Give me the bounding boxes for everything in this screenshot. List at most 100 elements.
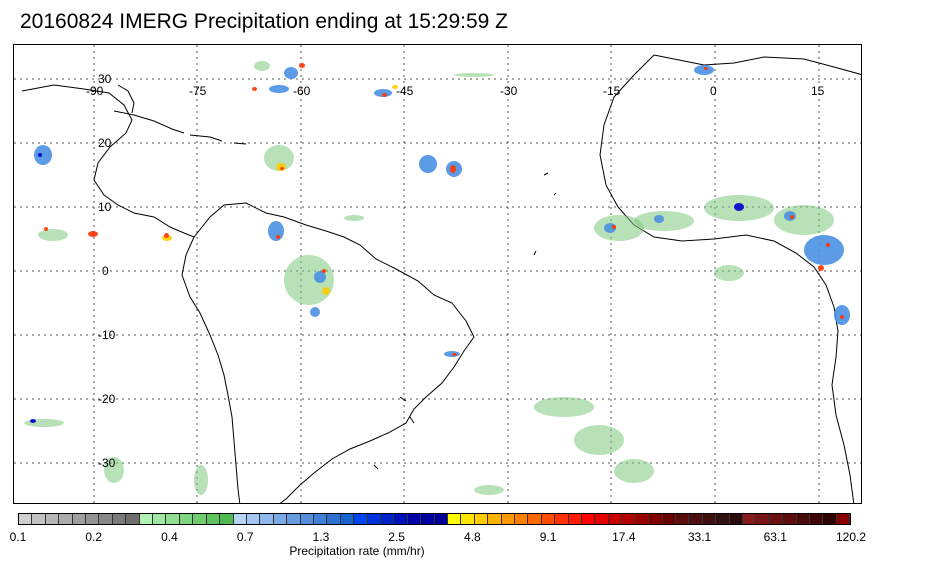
colorbar-swatch [515, 514, 529, 524]
precip-cell [322, 269, 326, 273]
precip-cell [269, 85, 289, 93]
colorbar-swatch [716, 514, 730, 524]
precip-cell [818, 265, 824, 271]
colorbar-swatch [407, 514, 422, 524]
precip-cell [450, 165, 456, 173]
precip-cell [276, 163, 286, 171]
colorbar-swatch [72, 514, 87, 524]
colorbar-swatch [662, 514, 676, 524]
map-title: 20160824 IMERG Precipitation ending at 1… [20, 10, 508, 33]
precip-cell [164, 233, 169, 238]
colorbar-swatch [126, 514, 140, 524]
precip-cell [790, 215, 794, 219]
colorbar-units-label: Precipitation rate (mm/hr) [289, 544, 425, 558]
colorbar-swatch [836, 514, 851, 524]
colorbar-swatch [796, 514, 810, 524]
colorbar-swatch [608, 514, 623, 524]
colorbar-swatch [233, 514, 247, 524]
colorbar-tick-label: 120.2 [835, 530, 867, 544]
coastline-puerto-rico [233, 142, 247, 145]
colorbar-swatch [166, 514, 180, 524]
colorbar-tick-label: 2.5 [388, 530, 405, 544]
lat-label: 30 [98, 72, 112, 86]
precip-cell [374, 89, 392, 97]
colorbar [18, 513, 851, 525]
coastline-islands [373, 172, 557, 470]
precip-cell [310, 307, 320, 317]
coastline-pacific-sa [181, 236, 241, 503]
colorbar-swatch [32, 514, 46, 524]
colorbar-swatch [99, 514, 113, 524]
colorbar-swatch [112, 514, 127, 524]
precipitation-map: -90 -75 -60 -45 -30 -15 0 15 30 20 10 0 … [13, 44, 862, 504]
coastline-cuba [113, 110, 185, 134]
precip-cell [694, 65, 714, 75]
coastline-hispaniola [189, 134, 223, 142]
coastline-florida [117, 84, 135, 114]
precip-cell [574, 425, 624, 455]
lon-label: -75 [189, 84, 207, 98]
colorbar-swatch [354, 514, 368, 524]
precip-cell [284, 255, 334, 305]
precip-cell [804, 235, 844, 265]
colorbar-swatch [220, 514, 234, 524]
colorbar-tick-label: 63.1 [763, 530, 787, 544]
lat-label: 0 [102, 264, 109, 278]
lat-label: -10 [98, 328, 116, 342]
precipitation-cells [24, 61, 850, 495]
colorbar-swatch [287, 514, 301, 524]
colorbar-swatch [139, 514, 154, 524]
lon-label: -90 [86, 84, 104, 98]
colorbar-swatch [474, 514, 489, 524]
precip-cell [44, 227, 48, 231]
colorbar-swatch [501, 514, 516, 524]
colorbar-swatch [193, 514, 207, 524]
colorbar-swatch [582, 514, 596, 524]
coastlines [21, 54, 861, 503]
precip-cell [252, 87, 257, 91]
colorbar-tick-label: 0.7 [236, 530, 254, 544]
colorbar-swatch [394, 514, 408, 524]
colorbar-swatch [300, 514, 314, 524]
colorbar-swatch [380, 514, 395, 524]
precip-cell [254, 61, 270, 71]
precip-cell [419, 155, 437, 173]
precip-cell [264, 145, 294, 171]
colorbar-swatch [675, 514, 690, 524]
colorbar-swatch [689, 514, 703, 524]
colorbar-swatch [783, 514, 797, 524]
lon-label: 15 [811, 84, 825, 98]
colorbar-swatch [702, 514, 717, 524]
colorbar-tick-label: 9.1 [539, 530, 557, 544]
colorbar-swatch [809, 514, 824, 524]
precip-cell [30, 419, 36, 423]
latitude-labels: 30 20 10 0 -10 -20 -30 [98, 72, 116, 470]
precip-cell [454, 73, 494, 77]
precip-cell [614, 459, 654, 483]
precip-cell [314, 271, 326, 283]
lon-label: -30 [500, 84, 518, 98]
precip-cell [382, 93, 387, 97]
colorbar-swatch [59, 514, 73, 524]
colorbar-swatch [206, 514, 221, 524]
colorbar-swatch [153, 514, 167, 524]
precip-cell [734, 203, 744, 211]
colorbar-swatch [595, 514, 609, 524]
colorbar-swatch [313, 514, 328, 524]
colorbar-swatch [421, 514, 435, 524]
colorbar-tick-label: 0.1 [9, 530, 27, 544]
precip-cell [444, 351, 460, 357]
precip-cell [392, 85, 398, 89]
precip-cell [38, 153, 42, 157]
coastline-africa [653, 54, 861, 75]
colorbar-swatch [434, 514, 448, 524]
precip-cell [654, 215, 664, 223]
precip-cell [634, 211, 694, 231]
colorbar-swatch [769, 514, 784, 524]
precip-cell [280, 167, 284, 170]
colorbar-swatch [179, 514, 194, 524]
colorbar-swatch [622, 514, 636, 524]
colorbar-swatch [649, 514, 663, 524]
colorbar-tick-label: 1.3 [312, 530, 330, 544]
colorbar-swatch [742, 514, 757, 524]
